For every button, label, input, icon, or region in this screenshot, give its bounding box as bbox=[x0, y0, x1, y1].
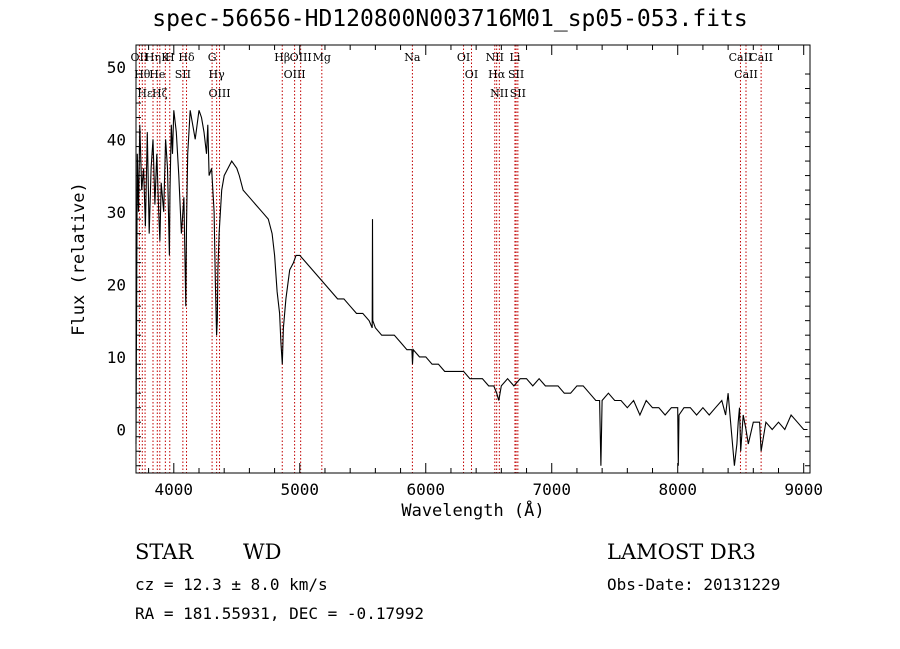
y-tick-label: 40 bbox=[107, 130, 126, 149]
x-axis-label: Wavelength (Å) bbox=[401, 499, 544, 521]
spectral-line-label: Hη bbox=[145, 51, 161, 64]
spectral-line-label: OI bbox=[465, 68, 478, 81]
obs-date: Obs-Date: 20131229 bbox=[607, 575, 781, 594]
spectral-line-label: CaII bbox=[749, 51, 773, 64]
spectral-line-label: Hδ bbox=[178, 51, 195, 64]
y-tick-label: 30 bbox=[107, 203, 126, 222]
survey-name: LAMOST DR3 bbox=[607, 540, 756, 564]
object-subclass: WD bbox=[243, 540, 282, 564]
x-tick-label: 4000 bbox=[155, 480, 194, 499]
spectral-line-label: Na bbox=[404, 51, 421, 64]
spectrum-series-line bbox=[135, 110, 808, 466]
spectral-line-label: SII bbox=[175, 68, 191, 81]
spectral-line-label: Li bbox=[510, 51, 521, 64]
plot-frame bbox=[135, 44, 811, 474]
spectral-line-label: CaII bbox=[734, 68, 758, 81]
spectral-line-label: G bbox=[208, 51, 217, 64]
spectral-line-label: Hβ bbox=[274, 51, 290, 64]
spectral-line-label: NII bbox=[490, 87, 508, 100]
spectral-line-label: OIII bbox=[290, 51, 312, 64]
object-class: STAR bbox=[135, 540, 194, 564]
x-tick-label: 6000 bbox=[406, 480, 445, 499]
y-tick-label: 20 bbox=[107, 275, 126, 294]
spectral-line-label: OII bbox=[131, 51, 149, 64]
spectral-line-label: NII bbox=[486, 51, 504, 64]
spectral-line-label: H bbox=[165, 51, 175, 64]
spectral-line-label: Hα bbox=[488, 68, 506, 81]
spectral-line-label: Mg bbox=[313, 51, 331, 64]
spectral-line-label: Hε bbox=[137, 87, 153, 100]
spectral-line-label: CaII bbox=[729, 51, 753, 64]
spectral-line-label: Hγ bbox=[209, 68, 226, 81]
spectral-line-label: Hθ bbox=[134, 68, 151, 81]
redshift-value: cz = 12.3 ± 8.0 km/s bbox=[135, 575, 328, 594]
spectral-line-label: SII bbox=[510, 87, 526, 100]
spectral-line-label: K bbox=[161, 51, 170, 64]
spectral-line-label: OIII bbox=[208, 87, 230, 100]
x-tick-label: 5000 bbox=[281, 480, 320, 499]
x-tick-label: 7000 bbox=[532, 480, 571, 499]
spectral-line-label: Hζ bbox=[152, 87, 168, 100]
y-axis-label: Flux (relative) bbox=[69, 182, 89, 336]
chart-title: spec-56656-HD120800N003716M01_sp05-053.f… bbox=[152, 6, 748, 32]
spectral-line-label: OI bbox=[457, 51, 470, 64]
x-tick-label: 9000 bbox=[784, 480, 823, 499]
spectral-line-label: SII bbox=[508, 68, 524, 81]
spectral-line-label: He bbox=[149, 68, 165, 81]
x-tick-label: 8000 bbox=[658, 480, 697, 499]
y-tick-label: 10 bbox=[107, 348, 126, 367]
spectral-line-label: OIII bbox=[284, 68, 306, 81]
coordinates: RA = 181.55931, DEC = -0.17992 bbox=[135, 604, 424, 623]
y-tick-label: 50 bbox=[107, 58, 126, 77]
y-tick-label: 0 bbox=[116, 420, 126, 439]
